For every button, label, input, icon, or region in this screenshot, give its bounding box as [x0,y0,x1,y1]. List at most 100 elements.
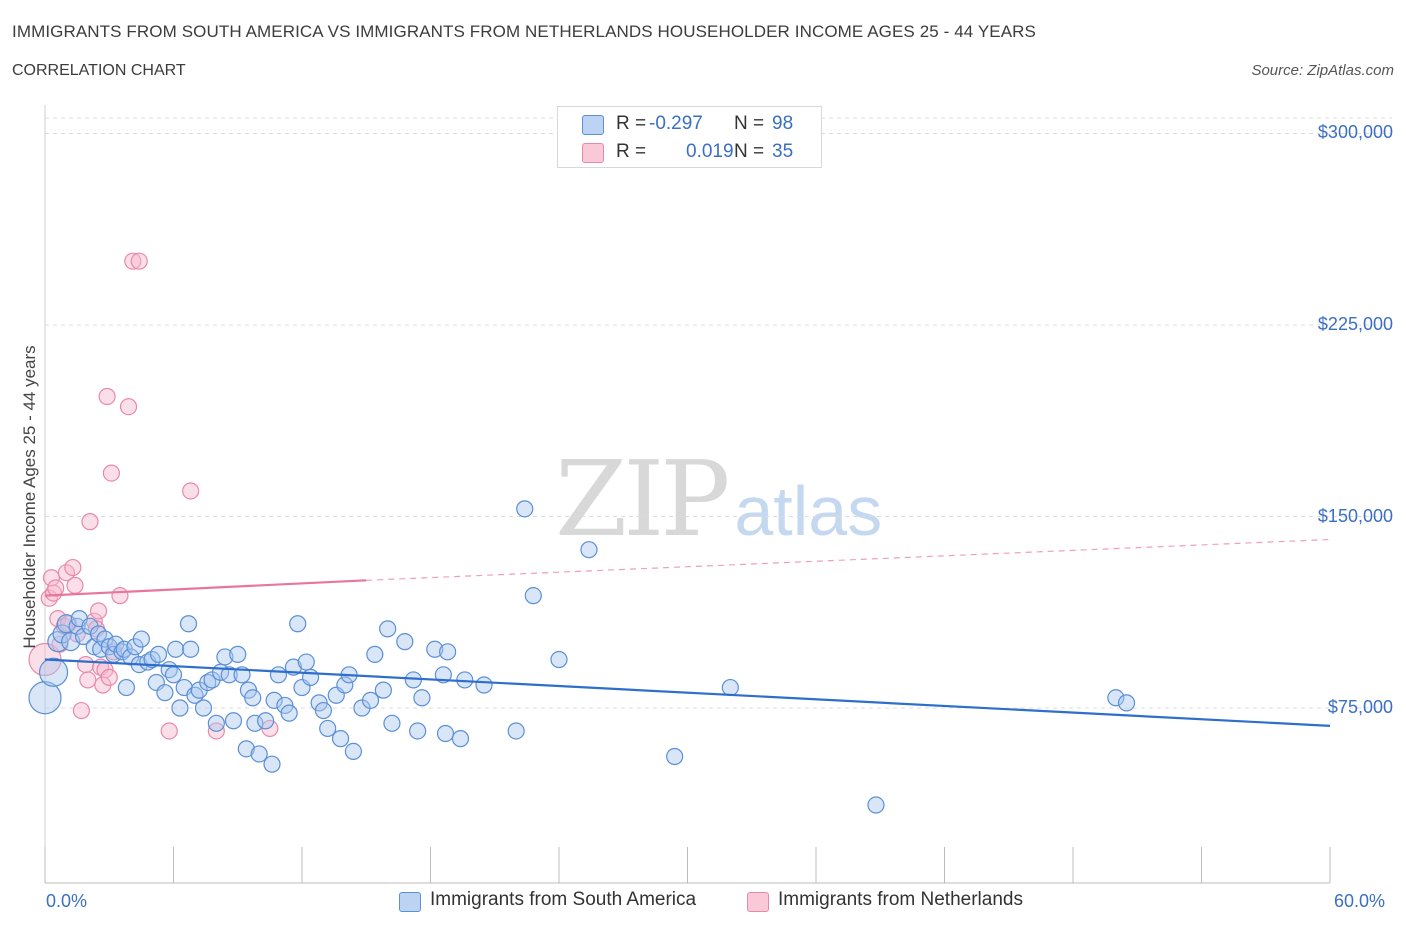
point-south-america [319,719,337,738]
legend-swatch-blue [399,892,421,912]
point-south-america [361,691,380,709]
y-tick-label-225k: $225,000 [1317,314,1393,334]
point-netherlands [47,579,65,597]
y-tick-label-300k: $300,000 [1317,122,1393,142]
trendline-netherlands-extension [366,538,1331,581]
point-south-america [229,645,247,663]
point-south-america [366,645,384,663]
point-south-america [1117,694,1136,712]
point-netherlands [66,576,84,595]
point-south-america [331,730,350,748]
legend-label: Immigrants from Netherlands [778,889,1023,910]
point-south-america [413,689,431,707]
trend-layer [44,538,1331,727]
legend-n-label: N = [734,113,765,134]
point-south-america [246,714,264,732]
point-south-america [301,668,320,686]
series-netherlands [28,252,279,740]
legend-n-value: 35 [772,141,794,162]
legend-r-label: R = [616,113,647,134]
point-south-america [507,722,525,740]
point-south-america [250,745,268,763]
legend-swatch-pink [747,892,769,912]
point-netherlands [98,387,116,406]
point-netherlands [182,482,200,500]
point-south-america [167,640,185,658]
legend-swatch-pink [582,143,604,163]
point-south-america [171,699,189,717]
legend-r-value: -0.297 [649,113,703,134]
point-south-america [516,500,534,518]
point-south-america [182,640,200,658]
legend-r-value: 0.019 [686,141,734,162]
point-south-america [475,676,493,694]
point-south-america [1107,689,1125,707]
point-south-america [383,714,401,732]
watermark: ZIP atlas [555,438,882,560]
point-netherlands [89,602,108,620]
point-south-america [156,684,174,702]
point-south-america [550,650,568,669]
x-tick-label-min: 0.0% [46,891,88,911]
chart-title: IMMIGRANTS FROM SOUTH AMERICA VS IMMIGRA… [12,22,1036,41]
point-south-america [38,657,69,687]
axis-layer [44,105,1331,884]
point-south-america [265,691,283,709]
point-south-america [580,541,598,559]
legend-r-label: R = [616,141,647,162]
point-netherlands [77,655,95,674]
point-south-america [396,633,414,651]
grid-layer [45,117,1392,709]
y-axis-label: Householder Income Ages 25 - 44 years [20,345,39,649]
point-south-america [379,620,397,638]
point-south-america [244,689,262,707]
point-south-america [314,701,333,720]
y-tick-label-75k: $75,000 [1327,697,1393,717]
point-south-america [867,796,885,814]
legend-swatch-blue [582,115,604,135]
watermark-zip: ZIP [555,438,730,560]
point-south-america [374,681,392,699]
point-south-america [220,666,238,684]
point-south-america [409,722,427,740]
point-south-america [404,671,422,689]
point-netherlands [160,722,178,740]
watermark-atlas: atlas [734,472,883,550]
point-south-america [280,704,298,722]
point-south-america [451,730,470,748]
y-tick-label-150k: $150,000 [1317,506,1393,526]
chart-subtitle: CORRELATION CHART [12,62,186,79]
point-south-america [216,648,234,666]
point-netherlands [111,587,129,605]
point-south-america [237,740,255,758]
point-south-america [297,653,315,671]
point-south-america [336,676,354,694]
point-netherlands [119,398,138,416]
point-south-america [256,712,275,730]
point-south-america [439,643,457,661]
point-south-america [524,587,542,605]
point-south-america [666,747,684,766]
legend-n-value: 98 [772,113,794,134]
trendline-netherlands [44,579,367,597]
legend-label: Immigrants from South America [430,889,697,910]
point-south-america [721,678,739,697]
point-south-america [224,712,243,730]
point-south-america [263,755,281,773]
point-netherlands [130,252,148,270]
point-south-america [426,640,444,658]
point-south-america [117,678,135,697]
point-south-america [436,724,455,743]
point-netherlands [102,464,120,482]
point-south-america [28,681,62,715]
point-netherlands [64,558,82,577]
correlation-legend: R = -0.297 N = 98 R = 0.019 N = 35 [557,106,822,168]
point-south-america [344,742,362,761]
y-axis-label-wrap: Householder Income Ages 25 - 44 years [0,0,40,930]
point-south-america [164,666,183,684]
point-south-america [194,699,213,717]
point-south-america [207,714,225,732]
series-south-america [28,500,1136,814]
point-south-america [289,615,307,633]
